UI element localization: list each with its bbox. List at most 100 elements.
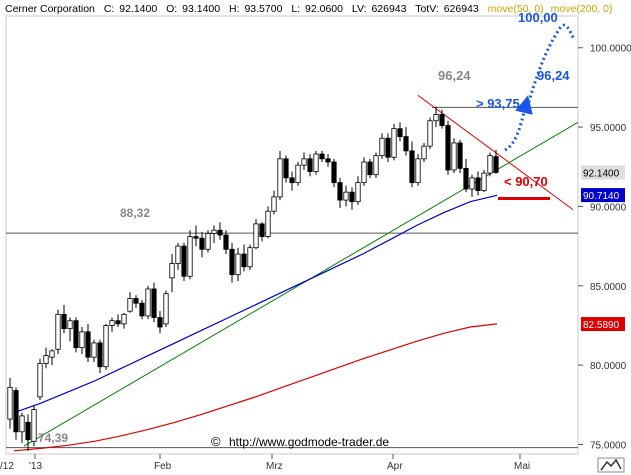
- price-tag-label: 92.1400: [583, 168, 620, 179]
- candle: [151, 282, 157, 323]
- candle-body: [79, 331, 85, 349]
- ma50-label: move(50, 0): [488, 3, 544, 15]
- candle: [175, 242, 181, 270]
- candle: [289, 171, 295, 191]
- y-tick-label: 100.0000: [590, 44, 631, 55]
- candle: [301, 152, 307, 170]
- candle: [367, 158, 373, 178]
- candle: [163, 290, 169, 328]
- candle-body: [355, 182, 361, 203]
- annotation-level-88: 88,32: [120, 206, 150, 220]
- candle-body: [223, 234, 229, 250]
- projection-arrow-long: [524, 23, 576, 113]
- candle: [259, 222, 265, 242]
- candle-body: [277, 158, 283, 198]
- annotation-upper-level: 96,24: [438, 68, 471, 83]
- candle-body: [271, 196, 277, 212]
- footer-url: http://www.godmode-trader.de: [229, 435, 389, 449]
- candle-body: [31, 409, 37, 442]
- candle-body: [265, 210, 271, 237]
- candle: [469, 174, 475, 197]
- ma200-label: move(200, 0): [551, 3, 613, 15]
- candle: [397, 122, 403, 142]
- candle-body: [421, 145, 427, 160]
- price-tag-background: [581, 188, 625, 203]
- ma50-line: [13, 194, 498, 414]
- candle-body: [133, 298, 139, 304]
- candle: [85, 323, 91, 362]
- candle-body: [253, 223, 259, 249]
- candle-body: [127, 298, 133, 312]
- candle: [313, 150, 319, 175]
- candle-body: [295, 164, 301, 184]
- low-label: L:: [291, 3, 300, 15]
- candle: [115, 314, 121, 328]
- candle: [445, 120, 451, 175]
- candle: [49, 349, 55, 366]
- candle: [481, 169, 487, 193]
- candle-body: [361, 161, 367, 184]
- price-tag-background: [581, 317, 625, 332]
- candle-body: [337, 182, 343, 201]
- candle: [283, 155, 289, 183]
- y-tick-label: 80.0000: [590, 361, 627, 372]
- y-tick-label: 90.0000: [590, 202, 627, 213]
- candle: [127, 292, 133, 313]
- candle: [97, 339, 103, 374]
- candle: [385, 133, 391, 162]
- candle: [121, 312, 127, 329]
- candle-body: [61, 313, 67, 330]
- annotation-stop: < 90,70: [504, 174, 548, 189]
- candle-body: [409, 150, 415, 184]
- high-value: 93.5700: [244, 3, 282, 15]
- annotation-trigger: > 93,75: [476, 96, 520, 111]
- candle: [439, 109, 445, 129]
- candle-body: [151, 288, 157, 318]
- projection-arrow-short: [504, 95, 533, 152]
- candle-body: [481, 172, 487, 191]
- candle-body: [103, 325, 109, 368]
- close-value: 92.1400: [119, 3, 157, 15]
- price-tag-background: [581, 165, 625, 180]
- candle: [265, 206, 271, 239]
- price-tag: 92.1400: [581, 165, 625, 180]
- candle: [415, 154, 421, 186]
- candle-body: [109, 320, 115, 326]
- candle-body: [25, 421, 31, 441]
- candle: [193, 225, 199, 247]
- candle: [109, 317, 115, 332]
- candle-body: [91, 342, 97, 358]
- candle: [307, 154, 313, 177]
- candle: [355, 176, 361, 205]
- candles: [7, 106, 499, 451]
- candle-body: [283, 158, 289, 179]
- candle-body: [415, 158, 421, 184]
- candle: [247, 244, 253, 270]
- y-tick-label: 75.0000: [590, 440, 627, 451]
- candle: [373, 152, 379, 178]
- candle-body: [385, 137, 391, 158]
- candle-body: [349, 191, 355, 203]
- candle: [337, 177, 343, 209]
- price-tag-label: 82.5890: [583, 320, 620, 331]
- candle-body: [97, 342, 103, 368]
- candle-body: [445, 125, 451, 171]
- candle: [79, 327, 85, 355]
- x-tick-label: Apr: [387, 461, 403, 472]
- moving-averages: [13, 194, 498, 452]
- candle-body: [19, 415, 25, 433]
- close-label: C:: [104, 3, 115, 15]
- candle-body: [427, 120, 433, 147]
- candle: [253, 219, 259, 250]
- candle: [361, 157, 367, 186]
- candle-body: [187, 236, 193, 277]
- ma200-line: [13, 323, 498, 452]
- projection-arrows: [504, 23, 576, 152]
- candle-body: [37, 363, 43, 398]
- horizontal-levels: [6, 106, 578, 449]
- candle: [277, 150, 283, 201]
- candle-body: [301, 158, 307, 166]
- candle-body: [313, 153, 319, 172]
- candle: [43, 347, 49, 369]
- candle-body: [391, 128, 397, 158]
